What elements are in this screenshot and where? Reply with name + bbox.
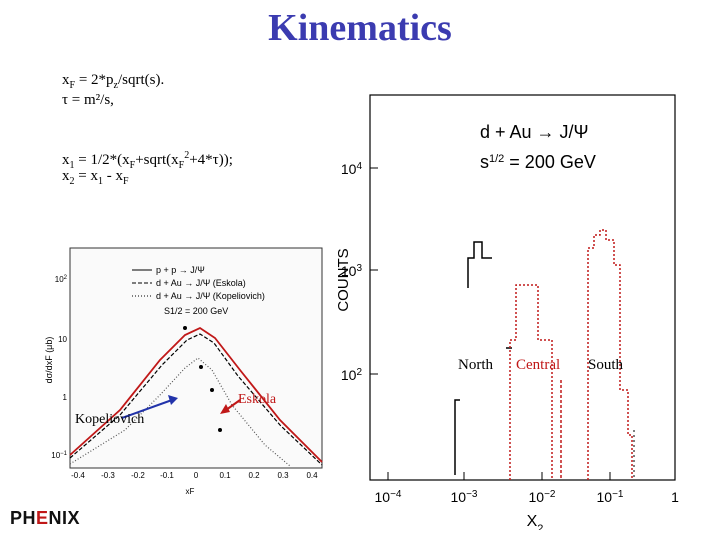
eq-sub: 1	[69, 160, 75, 171]
x-axis-label: xF	[186, 487, 195, 496]
counts-vs-x2-plot: COUNTS 104 103 102 10−4 10−3 10−2 10−1 1…	[335, 94, 679, 530]
x-tick-labels: -0.4 -0.3 -0.2 -0.1 0 0.1 0.2 0.3 0.4	[71, 471, 318, 480]
eskola-arrow	[225, 399, 241, 411]
north-label: North	[458, 357, 493, 373]
x-tick-label: 0.2	[248, 471, 260, 480]
eq-text: = x	[74, 168, 98, 184]
x-tick-label: -0.2	[131, 471, 145, 480]
slide-title: Kinematics	[268, 7, 452, 49]
eq-text: +4*τ));	[189, 152, 233, 168]
plot-legend: p + p → J/Ψ d + Au → J/Ψ (Eskola) d + Au…	[132, 265, 265, 316]
y-tick-label: 10−1	[51, 451, 67, 460]
eq-sub: F	[69, 80, 76, 91]
eq-text: /sqrt(s).	[117, 72, 165, 88]
x-tick-label: 10−4	[375, 489, 402, 506]
x-tick-label: 10−2	[529, 489, 556, 506]
y-tick-label: 10	[58, 335, 67, 344]
y-tick-label: 104	[341, 161, 363, 178]
xf-equation: xF = 2*pz/sqrt(s).	[62, 70, 164, 96]
plot-frame	[69, 247, 323, 469]
logo-text: PH	[10, 508, 37, 528]
y-axis-label: COUNTS	[335, 248, 352, 311]
pp-curve	[69, 326, 323, 463]
logo-text: E	[36, 508, 49, 528]
data-point	[218, 428, 222, 432]
north-histogram	[454, 241, 492, 475]
x-tick-label: 1	[671, 489, 679, 505]
kopeliovich-curve	[69, 357, 291, 467]
eq-sub: z	[113, 80, 118, 91]
kopeliovich-annotation: Kopeliovich	[75, 412, 145, 427]
eq-text: x	[62, 72, 70, 88]
tau-equation: τ = m²/s,	[62, 92, 114, 108]
central-histogram	[509, 284, 553, 480]
eq-sub: F	[122, 176, 129, 187]
arrowhead	[220, 404, 230, 414]
eq-sub: F	[129, 160, 136, 171]
kopeliovich-arrow	[121, 399, 173, 419]
x2-equation: x2 = x1 - xF	[62, 166, 129, 192]
energy-label: S1/2 = 200 GeV	[164, 306, 228, 316]
y-tick-label: 1	[63, 393, 68, 402]
y-tick-label: 102	[341, 367, 363, 384]
eq-sub: F	[178, 160, 185, 171]
x-tick-label: -0.1	[160, 471, 174, 480]
data-point	[199, 365, 203, 369]
eq-text: = 1/2*(x	[74, 152, 130, 168]
x-axis-label: X2	[527, 513, 544, 530]
legend-eskola: d + Au → J/Ψ (Eskola)	[156, 278, 246, 288]
eq-sub: 1	[97, 176, 103, 187]
arrowhead	[168, 395, 178, 405]
phenix-logo: PHENIX	[10, 508, 80, 529]
x-tick-label: 0	[194, 471, 199, 480]
eq-text: x	[62, 168, 70, 184]
eskola-annotation: Eskola	[238, 392, 277, 407]
y-tick-label: 102	[55, 275, 68, 284]
plot-frame	[369, 94, 676, 481]
x-tick-label: 0.3	[277, 471, 289, 480]
logo-text: NIX	[48, 508, 81, 528]
x-tick-label: 0.1	[219, 471, 231, 480]
eq-sup: 2	[184, 150, 190, 161]
x-tick-label: -0.4	[71, 471, 85, 480]
eskola-curve	[69, 333, 323, 466]
eq-sub: 2	[69, 176, 75, 187]
central-label: Central	[516, 357, 561, 373]
x-tick-label: 10−3	[451, 489, 478, 506]
x-tick-label: 0.4	[306, 471, 318, 480]
data-point	[210, 388, 214, 392]
legend-pp: p + p → J/Ψ	[156, 265, 205, 275]
x-tick-label: -0.3	[101, 471, 115, 480]
cross-section-plot: dσ/dxF (μb) 102 10 1 10−1 -0.4 -0.3 -0.2…	[44, 247, 323, 496]
x1-equation: x1 = 1/2*(xF+sqrt(xF2+4*τ));	[62, 146, 233, 176]
data-point	[183, 326, 187, 330]
energy-label: s1/2 = 200 GeV	[480, 152, 596, 172]
y-axis-label: dσ/dxF (μb)	[44, 337, 54, 384]
south-label: South	[588, 357, 624, 373]
eq-text: +sqrt(x	[135, 152, 179, 168]
y-tick-label: 103	[341, 263, 363, 280]
legend-kopeliovich: d + Au → J/Ψ (Kopeliovich)	[156, 291, 265, 301]
reaction-label: d + Au → J/Ψ	[480, 122, 589, 142]
eq-text: = 2*p	[75, 72, 114, 88]
eq-text: x	[62, 152, 70, 168]
x-tick-label: 10−1	[597, 489, 624, 506]
south-histogram	[587, 229, 633, 480]
eq-text: - x	[102, 168, 123, 184]
